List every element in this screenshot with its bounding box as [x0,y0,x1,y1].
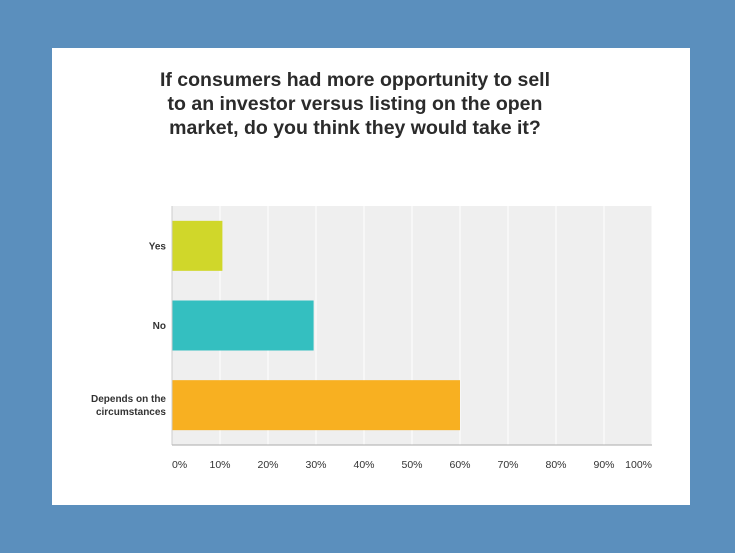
category-label: Yes [149,241,167,252]
category-label-line: No [153,321,166,332]
category-label-line: Depends on the [91,394,166,405]
x-tick-label: 40% [353,459,374,471]
bar [172,380,460,431]
category-label: Depends on the circumstances [91,394,166,418]
category-label-line: circumstances [96,407,166,418]
x-tick-label: 80% [545,459,566,471]
x-tick-label: 50% [401,459,422,471]
chart-title: If consumers had more opportunity to sel… [159,69,551,139]
x-tick-label: 90% [593,459,614,471]
category-label: No [153,321,166,332]
bar [172,220,223,271]
chart-card: If consumers had more opportunity to sel… [52,48,690,505]
category-label-line: Yes [149,241,167,252]
x-tick-label: 100% [625,459,652,471]
x-tick-label: 70% [497,459,518,471]
x-tick-label: 30% [305,459,326,471]
bar [172,300,314,351]
x-tick-label: 0% [172,459,187,471]
x-tick-label: 10% [209,459,230,471]
bar-chart: Yes No Depends on the circumstances 0% 10% 20%… [91,206,653,471]
x-tick-label: 20% [257,459,278,471]
x-tick-label: 60% [449,459,470,471]
